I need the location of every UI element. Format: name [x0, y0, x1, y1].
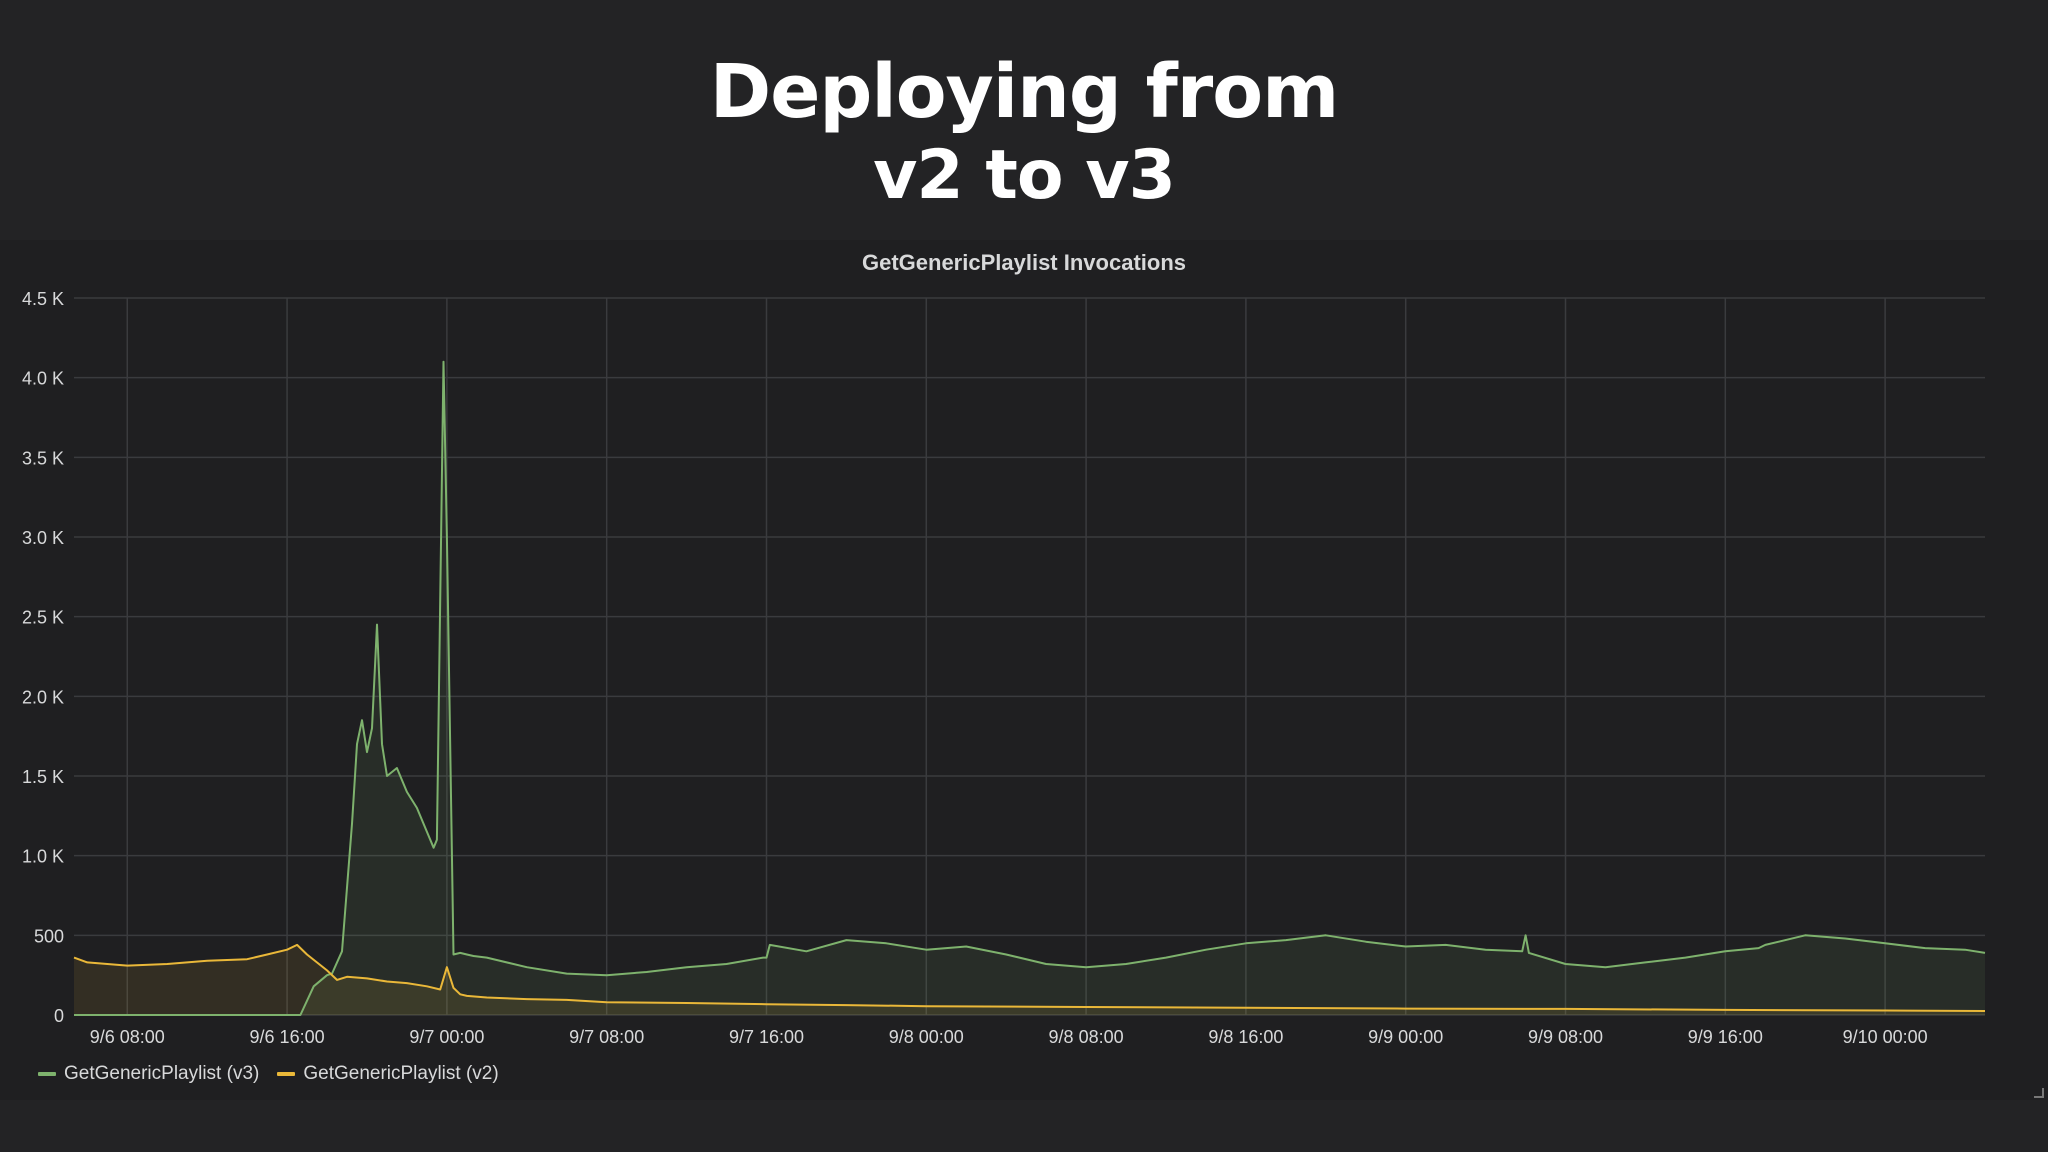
legend-item[interactable]: GetGenericPlaylist (v3)	[38, 1063, 259, 1085]
chart-panel	[0, 240, 2048, 1100]
y-tick-label: 1.5 K	[22, 767, 64, 787]
y-tick-label: 3.5 K	[22, 448, 64, 468]
legend-label: GetGenericPlaylist (v2)	[303, 1063, 499, 1084]
slide-title-line-1: Deploying from	[709, 49, 1339, 135]
legend-label: GetGenericPlaylist (v3)	[64, 1063, 260, 1084]
x-tick-label: 9/10 00:00	[1843, 1027, 1928, 1047]
x-tick-label: 9/8 00:00	[889, 1027, 964, 1047]
legend-swatch-icon	[38, 1072, 56, 1076]
x-tick-label: 9/9 16:00	[1688, 1027, 1763, 1047]
y-tick-label: 3.0 K	[22, 528, 64, 548]
x-tick-label: 9/8 16:00	[1208, 1027, 1283, 1047]
x-tick-label: 9/9 08:00	[1528, 1027, 1603, 1047]
x-tick-label: 9/7 00:00	[409, 1027, 484, 1047]
y-tick-label: 4.0 K	[22, 369, 64, 389]
x-tick-label: 9/7 08:00	[569, 1027, 644, 1047]
y-tick-label: 4.5 K	[22, 289, 64, 309]
chart-title: GetGenericPlaylist Invocations	[861, 250, 1186, 275]
y-tick-label: 1.0 K	[22, 847, 64, 867]
slide-title: Deploying from v2 to v3	[0, 48, 2048, 216]
x-tick-label: 9/6 16:00	[250, 1027, 325, 1047]
series-line-2	[73, 943, 1986, 1012]
slide-title-line-2: v2 to v3	[873, 136, 1176, 215]
series-area-1	[74, 361, 1985, 1015]
x-tick-label: 9/8 08:00	[1049, 1027, 1124, 1047]
series-line-1	[74, 360, 1986, 1016]
legend-swatch-icon	[277, 1072, 296, 1076]
series-area-2	[74, 944, 1985, 1015]
x-tick-label: 9/6 08:00	[90, 1027, 165, 1047]
x-tick-label: 9/7 16:00	[729, 1027, 804, 1047]
y-tick-label: 2.0 K	[22, 687, 64, 707]
y-tick-label: 2.5 K	[22, 608, 64, 628]
y-tick-label: 0	[54, 1006, 64, 1026]
x-tick-label: 9/9 00:00	[1368, 1027, 1443, 1047]
resize-handle-icon[interactable]	[2034, 1088, 2044, 1098]
chart-legend: GetGenericPlaylist (v3) GetGenericPlaylis…	[38, 1063, 499, 1085]
y-tick-label: 500	[34, 926, 64, 946]
legend-item[interactable]: GetGenericPlaylist (v2)	[277, 1063, 499, 1085]
